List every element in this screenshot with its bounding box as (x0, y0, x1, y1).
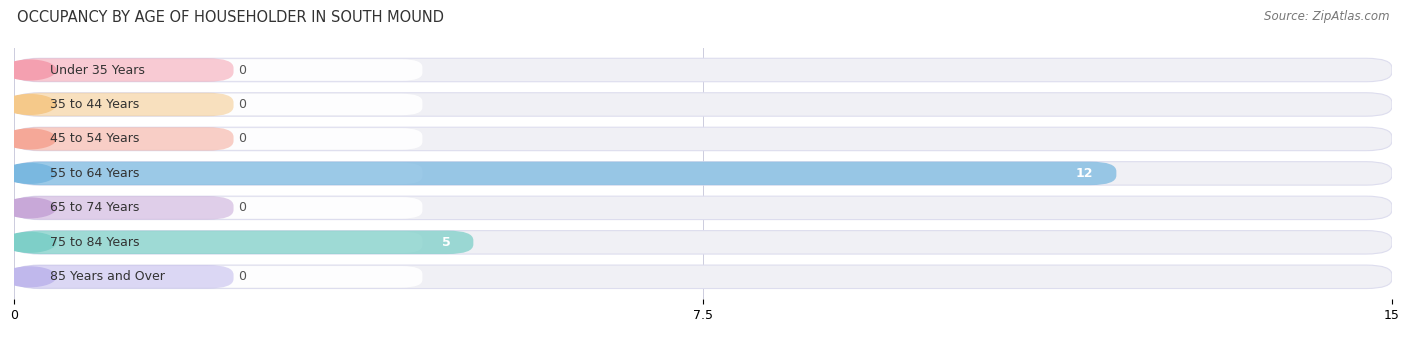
FancyBboxPatch shape (14, 127, 233, 151)
Text: 0: 0 (239, 270, 246, 283)
FancyBboxPatch shape (14, 231, 474, 254)
Text: Under 35 Years: Under 35 Years (51, 64, 145, 76)
FancyBboxPatch shape (14, 231, 1392, 254)
Circle shape (3, 233, 56, 252)
Circle shape (3, 267, 56, 287)
FancyBboxPatch shape (14, 162, 1392, 185)
Text: 55 to 64 Years: 55 to 64 Years (51, 167, 139, 180)
FancyBboxPatch shape (15, 266, 422, 288)
Circle shape (3, 60, 56, 80)
FancyBboxPatch shape (14, 162, 1116, 185)
FancyBboxPatch shape (15, 94, 422, 115)
Text: OCCUPANCY BY AGE OF HOUSEHOLDER IN SOUTH MOUND: OCCUPANCY BY AGE OF HOUSEHOLDER IN SOUTH… (17, 10, 444, 25)
FancyBboxPatch shape (14, 93, 1392, 116)
Text: 0: 0 (239, 133, 246, 146)
FancyBboxPatch shape (14, 265, 1392, 289)
FancyBboxPatch shape (14, 93, 233, 116)
FancyBboxPatch shape (15, 128, 422, 150)
FancyBboxPatch shape (15, 232, 422, 253)
FancyBboxPatch shape (14, 58, 233, 82)
Text: 0: 0 (239, 64, 246, 76)
Circle shape (3, 129, 56, 149)
FancyBboxPatch shape (15, 197, 422, 219)
Text: 0: 0 (239, 98, 246, 111)
Text: 12: 12 (1076, 167, 1094, 180)
Circle shape (3, 164, 56, 183)
Text: 65 to 74 Years: 65 to 74 Years (51, 201, 139, 214)
FancyBboxPatch shape (14, 196, 1392, 220)
Text: 0: 0 (239, 201, 246, 214)
Text: 75 to 84 Years: 75 to 84 Years (51, 236, 139, 249)
FancyBboxPatch shape (15, 163, 422, 184)
FancyBboxPatch shape (14, 265, 233, 289)
Text: 35 to 44 Years: 35 to 44 Years (51, 98, 139, 111)
Circle shape (3, 198, 56, 218)
Text: 45 to 54 Years: 45 to 54 Years (51, 133, 139, 146)
FancyBboxPatch shape (14, 58, 1392, 82)
Text: Source: ZipAtlas.com: Source: ZipAtlas.com (1264, 10, 1389, 23)
Text: 5: 5 (441, 236, 450, 249)
Text: 85 Years and Over: 85 Years and Over (51, 270, 165, 283)
FancyBboxPatch shape (14, 127, 1392, 151)
FancyBboxPatch shape (15, 59, 422, 81)
Circle shape (3, 95, 56, 114)
FancyBboxPatch shape (14, 196, 233, 220)
